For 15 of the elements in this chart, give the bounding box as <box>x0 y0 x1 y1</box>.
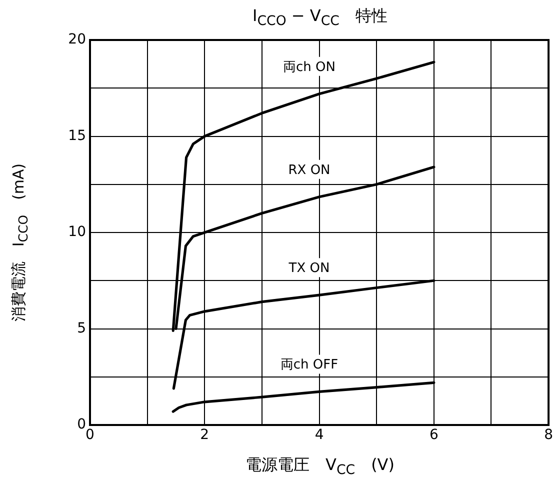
series-label: 両ch ON <box>283 60 336 75</box>
chart-title: I$_{CCO}$ − V$_{CC}$ 特性 <box>252 6 388 30</box>
y-tick-label: 20 <box>68 32 86 48</box>
series-label: RX ON <box>288 162 330 178</box>
x-tick-label: 4 <box>314 427 324 444</box>
series-label: 両ch OFF <box>280 358 338 373</box>
y-tick-label: 15 <box>68 128 86 144</box>
x-axis-title: 電源電圧 V$_{CC}$ (V) <box>244 455 396 478</box>
x-tick-label: 2 <box>200 427 210 444</box>
series-label: TX ON <box>288 260 330 276</box>
x-tick-label: 8 <box>544 427 554 444</box>
y-tick-label: 5 <box>77 320 86 336</box>
x-tick-label: 6 <box>429 427 438 444</box>
y-tick-label: 10 <box>68 224 86 240</box>
y-tick-label: 0 <box>77 416 86 433</box>
